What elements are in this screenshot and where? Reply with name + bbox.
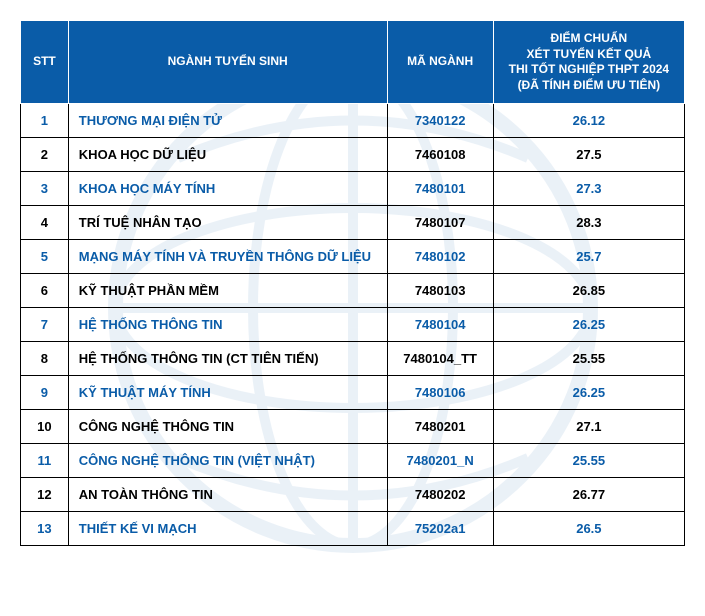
cell-stt: 5 [21, 240, 69, 274]
cell-stt: 1 [21, 104, 69, 138]
cell-nganh: CÔNG NGHỆ THÔNG TIN (VIỆT NHẬT) [68, 444, 387, 478]
table-row: 3KHOA HỌC MÁY TÍNH748010127.3 [21, 172, 685, 206]
cell-ma: 75202a1 [387, 512, 493, 546]
cell-diem: 25.55 [493, 342, 684, 376]
cell-ma: 7340122 [387, 104, 493, 138]
cell-diem: 27.3 [493, 172, 684, 206]
cell-diem: 26.25 [493, 308, 684, 342]
cell-diem: 26.5 [493, 512, 684, 546]
cell-nganh: KỸ THUẬT PHẦN MỀM [68, 274, 387, 308]
cell-ma: 7480104_TT [387, 342, 493, 376]
cell-ma: 7480106 [387, 376, 493, 410]
cell-stt: 9 [21, 376, 69, 410]
cell-nganh: KHOA HỌC DỮ LIỆU [68, 138, 387, 172]
table-header-row: STT NGÀNH TUYỂN SINH MÃ NGÀNH ĐIỂM CHUẨN… [21, 21, 685, 104]
cell-diem: 27.5 [493, 138, 684, 172]
cell-stt: 7 [21, 308, 69, 342]
cell-diem: 25.7 [493, 240, 684, 274]
cell-nganh: THIẾT KẾ VI MẠCH [68, 512, 387, 546]
cell-stt: 12 [21, 478, 69, 512]
table-body: 1THƯƠNG MẠI ĐIỆN TỬ734012226.122KHOA HỌC… [21, 104, 685, 546]
cell-diem: 26.77 [493, 478, 684, 512]
table-row: 6KỸ THUẬT PHẦN MỀM748010326.85 [21, 274, 685, 308]
cell-diem: 27.1 [493, 410, 684, 444]
table-row: 7HỆ THỐNG THÔNG TIN748010426.25 [21, 308, 685, 342]
table-row: 10CÔNG NGHỆ THÔNG TIN748020127.1 [21, 410, 685, 444]
cell-ma: 7460108 [387, 138, 493, 172]
cell-ma: 7480201_N [387, 444, 493, 478]
cell-ma: 7480103 [387, 274, 493, 308]
cell-diem: 26.25 [493, 376, 684, 410]
table-row: 2KHOA HỌC DỮ LIỆU746010827.5 [21, 138, 685, 172]
table-row: 4TRÍ TUỆ NHÂN TẠO748010728.3 [21, 206, 685, 240]
table-row: 11CÔNG NGHỆ THÔNG TIN (VIỆT NHẬT)7480201… [21, 444, 685, 478]
cell-stt: 10 [21, 410, 69, 444]
cell-stt: 11 [21, 444, 69, 478]
cell-ma: 7480107 [387, 206, 493, 240]
cell-stt: 13 [21, 512, 69, 546]
header-nganh: NGÀNH TUYỂN SINH [68, 21, 387, 104]
cell-diem: 28.3 [493, 206, 684, 240]
cell-ma: 7480201 [387, 410, 493, 444]
cell-stt: 6 [21, 274, 69, 308]
cell-nganh: AN TOÀN THÔNG TIN [68, 478, 387, 512]
cell-diem: 25.55 [493, 444, 684, 478]
cell-diem: 26.85 [493, 274, 684, 308]
header-diem: ĐIỂM CHUẨNXÉT TUYỂN KẾT QUẢTHI TỐT NGHIỆ… [493, 21, 684, 104]
cell-nganh: MẠNG MÁY TÍNH VÀ TRUYỀN THÔNG DỮ LIỆU [68, 240, 387, 274]
cell-nganh: HỆ THỐNG THÔNG TIN (CT TIÊN TIẾN) [68, 342, 387, 376]
cell-stt: 4 [21, 206, 69, 240]
cell-stt: 8 [21, 342, 69, 376]
table-row: 1THƯƠNG MẠI ĐIỆN TỬ734012226.12 [21, 104, 685, 138]
table-row: 9KỸ THUẬT MÁY TÍNH748010626.25 [21, 376, 685, 410]
table-row: 5MẠNG MÁY TÍNH VÀ TRUYỀN THÔNG DỮ LIỆU74… [21, 240, 685, 274]
cell-nganh: HỆ THỐNG THÔNG TIN [68, 308, 387, 342]
cell-ma: 7480102 [387, 240, 493, 274]
table-row: 8HỆ THỐNG THÔNG TIN (CT TIÊN TIẾN)748010… [21, 342, 685, 376]
cell-diem: 26.12 [493, 104, 684, 138]
cell-nganh: CÔNG NGHỆ THÔNG TIN [68, 410, 387, 444]
cell-ma: 7480101 [387, 172, 493, 206]
cell-nganh: KỸ THUẬT MÁY TÍNH [68, 376, 387, 410]
cell-nganh: THƯƠNG MẠI ĐIỆN TỬ [68, 104, 387, 138]
cell-nganh: KHOA HỌC MÁY TÍNH [68, 172, 387, 206]
header-stt: STT [21, 21, 69, 104]
admission-table: STT NGÀNH TUYỂN SINH MÃ NGÀNH ĐIỂM CHUẨN… [20, 20, 685, 546]
cell-nganh: TRÍ TUỆ NHÂN TẠO [68, 206, 387, 240]
cell-stt: 2 [21, 138, 69, 172]
admission-table-container: STT NGÀNH TUYỂN SINH MÃ NGÀNH ĐIỂM CHUẨN… [0, 0, 705, 566]
cell-stt: 3 [21, 172, 69, 206]
table-row: 12AN TOÀN THÔNG TIN748020226.77 [21, 478, 685, 512]
cell-ma: 7480104 [387, 308, 493, 342]
table-row: 13THIẾT KẾ VI MẠCH75202a126.5 [21, 512, 685, 546]
header-ma: MÃ NGÀNH [387, 21, 493, 104]
cell-ma: 7480202 [387, 478, 493, 512]
